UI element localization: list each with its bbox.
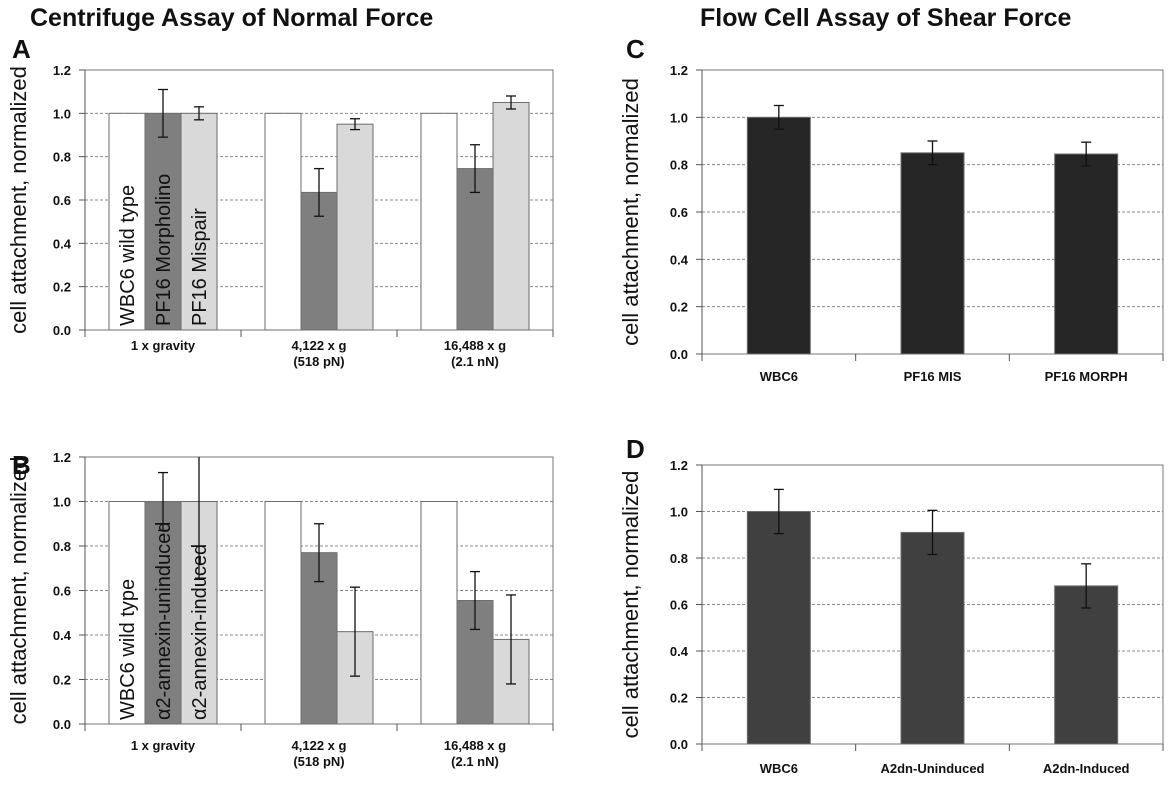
bar [264, 112, 302, 331]
bar [746, 116, 811, 355]
bar [420, 112, 458, 331]
bar [420, 501, 458, 725]
panel-label-d: D [626, 434, 645, 464]
bar [746, 511, 811, 745]
y-tick-label: 0.2 [53, 280, 71, 295]
y-tick-label: 1.2 [670, 458, 688, 473]
bar [180, 112, 218, 331]
y-tick-label: 1.0 [670, 505, 688, 520]
y-tick-label: 0.6 [670, 598, 688, 613]
heading-centrifuge-assay: Centrifuge Assay of Normal Force [30, 4, 434, 32]
y-tick-label: 1.2 [53, 450, 71, 465]
series-label: PF16 Morpholino [153, 174, 175, 326]
bar [108, 112, 146, 331]
x-category-label: WBC6 [760, 761, 798, 776]
x-category-label: PF16 MORPH [1045, 369, 1128, 384]
y-axis-title: cell attachment, normalized [6, 66, 31, 334]
x-category-label: 1 x gravity [131, 738, 196, 753]
x-category-label: 4,122 x g [292, 338, 347, 353]
y-tick-label: 0.0 [670, 737, 688, 752]
y-tick-label: 0.2 [670, 691, 688, 706]
bar [1054, 585, 1119, 745]
bar [144, 501, 182, 725]
x-category-label: 16,488 x g [444, 338, 506, 353]
x-category-label: A2dn-Uninduced [881, 761, 985, 776]
x-category-label: PF16 MIS [904, 369, 962, 384]
y-tick-label: 0.2 [53, 673, 71, 688]
x-category-label: A2dn-Induced [1043, 761, 1130, 776]
y-axis-title: cell attachment, normalized [618, 78, 643, 346]
y-tick-label: 0.0 [670, 347, 688, 362]
y-tick-label: 0.8 [53, 539, 71, 554]
bar [456, 168, 494, 331]
y-tick-label: 0.8 [670, 158, 688, 173]
y-tick-label: 0.4 [670, 252, 689, 267]
series-label: WBC6 wild type [117, 579, 139, 720]
y-tick-label: 1.0 [53, 495, 71, 510]
bar [1054, 153, 1119, 355]
y-tick-label: 0.6 [53, 193, 71, 208]
y-tick-label: 1.0 [53, 106, 71, 121]
y-tick-label: 0.8 [53, 150, 71, 165]
bar [492, 102, 530, 331]
y-tick-label: 0.8 [670, 551, 688, 566]
bar [264, 501, 302, 725]
y-tick-label: 1.0 [670, 110, 688, 125]
x-category-label: WBC6 [760, 369, 798, 384]
y-tick-label: 0.0 [53, 717, 71, 732]
bar [900, 531, 965, 745]
x-category-label: (518 pN) [293, 754, 344, 769]
series-label: WBC6 wild type [117, 185, 139, 326]
y-tick-label: 0.4 [53, 628, 72, 643]
x-category-label: (2.1 nN) [451, 354, 499, 369]
y-tick-label: 0.0 [53, 323, 71, 338]
x-category-label: 4,122 x g [292, 738, 347, 753]
y-tick-label: 1.2 [670, 63, 688, 78]
y-tick-label: 1.2 [53, 63, 71, 78]
y-tick-label: 0.4 [670, 644, 689, 659]
bar [900, 152, 965, 355]
series-label: PF16 Mispair [189, 208, 211, 326]
x-category-label: 16,488 x g [444, 738, 506, 753]
panel-label-b: B [12, 450, 31, 480]
x-category-label: (2.1 nN) [451, 754, 499, 769]
y-tick-label: 0.6 [53, 584, 71, 599]
panel-label-c: C [626, 34, 645, 64]
y-axis-title: cell attachment, normalized [6, 457, 31, 725]
y-tick-label: 0.4 [53, 236, 72, 251]
x-category-label: 1 x gravity [131, 338, 196, 353]
y-tick-label: 0.6 [670, 205, 688, 220]
series-label: α2-annexin-uninduced [153, 522, 175, 720]
panel-label-a: A [12, 34, 31, 64]
y-axis-title: cell attachment, normalized [618, 471, 643, 739]
series-label: α2-annexin-induced [189, 544, 211, 720]
heading-flow-cell-assay: Flow Cell Assay of Shear Force [700, 4, 1072, 32]
x-category-label: (518 pN) [293, 354, 344, 369]
y-tick-label: 0.2 [670, 300, 688, 315]
bar [336, 123, 374, 331]
